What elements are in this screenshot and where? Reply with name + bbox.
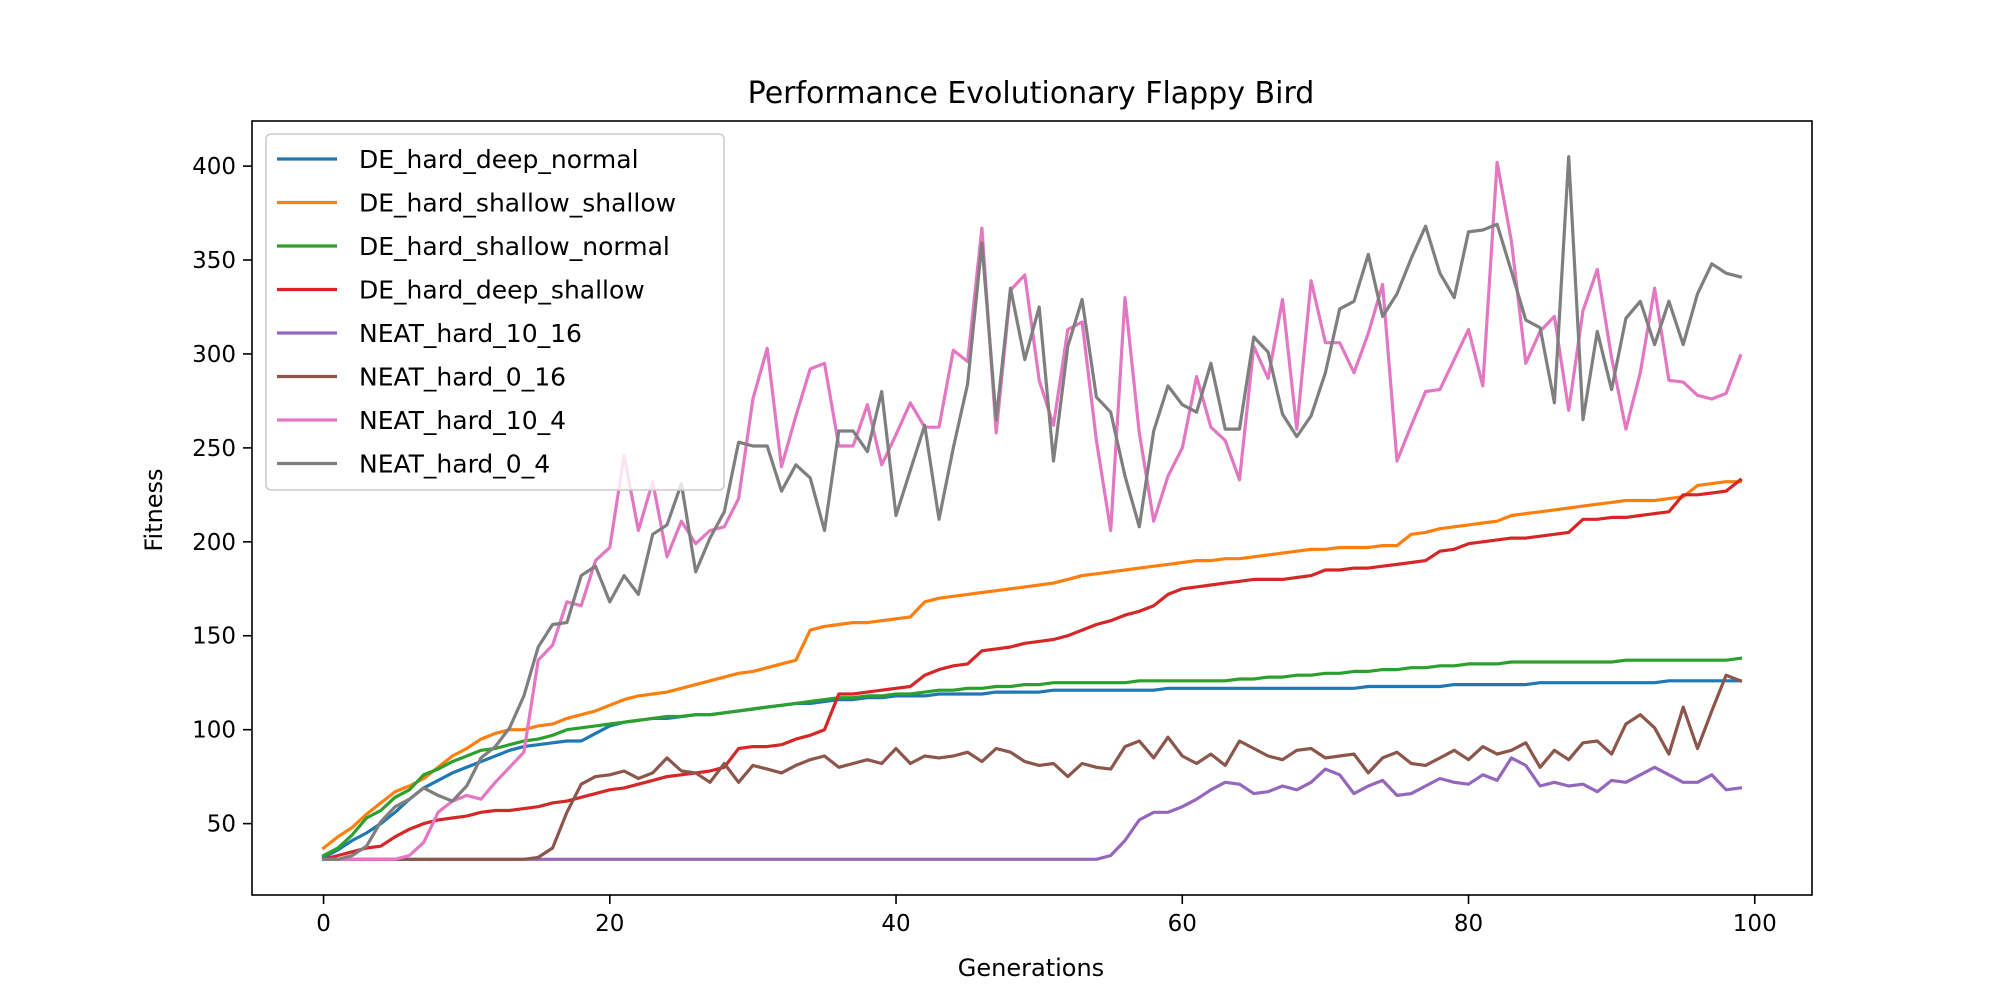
- y-tick-label: 150: [192, 624, 236, 650]
- legend-entry-label: DE_hard_shallow_shallow: [359, 189, 676, 218]
- y-tick-label: 400: [192, 154, 236, 180]
- y-tick-label: 200: [192, 530, 236, 556]
- y-tick-label: 300: [192, 342, 236, 368]
- x-tick-label: 0: [316, 911, 331, 937]
- y-tick-label: 250: [192, 436, 236, 462]
- y-tick-label: 50: [207, 812, 236, 838]
- y-tick-label: 350: [192, 248, 236, 274]
- y-tick-label: 100: [192, 718, 236, 744]
- legend-entry-label: NEAT_hard_10_4: [359, 406, 566, 435]
- x-tick-label: 100: [1733, 911, 1777, 937]
- legend-entry-label: NEAT_hard_10_16: [359, 319, 582, 348]
- legend: DE_hard_deep_normal DE_hard_shallow_shall…: [266, 134, 724, 490]
- y-axis-label: Fitness: [140, 468, 168, 551]
- x-tick-label: 80: [1454, 911, 1483, 937]
- x-tick-label: 60: [1168, 911, 1197, 937]
- chart-title: Performance Evolutionary Flappy Bird: [748, 76, 1315, 111]
- legend-entry-label: NEAT_hard_0_4: [359, 450, 550, 479]
- x-tick-label: 40: [881, 911, 910, 937]
- legend-entry-label: DE_hard_shallow_normal: [359, 232, 670, 261]
- legend-entry-label: DE_hard_deep_normal: [359, 145, 639, 174]
- x-tick-label: 20: [595, 911, 624, 937]
- x-axis-label: Generations: [958, 954, 1104, 982]
- legend-entry-label: DE_hard_deep_shallow: [359, 276, 645, 305]
- legend-box: [266, 134, 724, 490]
- legend-entry-label: NEAT_hard_0_16: [359, 363, 566, 392]
